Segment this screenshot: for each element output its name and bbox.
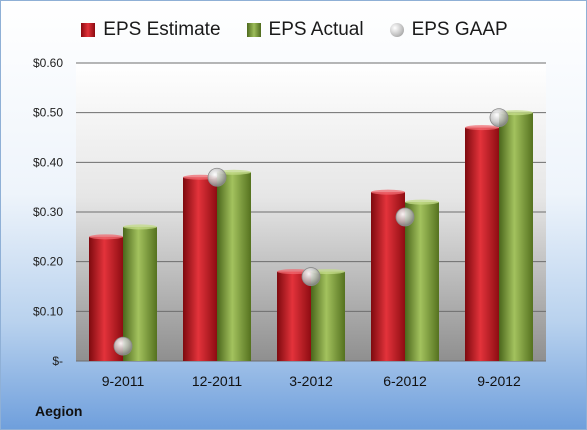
bar-eps-actual-cap bbox=[405, 199, 439, 205]
bar-eps-actual bbox=[499, 112, 533, 362]
y-tick-label: $- bbox=[52, 354, 63, 368]
legend: EPS Estimate EPS Actual EPS GAAP bbox=[1, 15, 586, 45]
y-tick-label: $0.30 bbox=[33, 205, 63, 219]
marker-eps-gaap bbox=[207, 167, 227, 187]
y-tick-label: $0.60 bbox=[33, 56, 63, 70]
bar-eps-estimate-cap bbox=[89, 234, 123, 240]
bar-eps-estimate-cap bbox=[465, 125, 499, 131]
x-category-label: 6-2012 bbox=[383, 373, 427, 389]
x-category-label: 12-2011 bbox=[192, 373, 243, 389]
legend-item-gaap: EPS GAAP bbox=[389, 19, 508, 41]
bar-eps-actual bbox=[217, 172, 251, 361]
legend-item-actual: EPS Actual bbox=[246, 19, 364, 41]
legend-swatch-actual bbox=[246, 23, 261, 37]
x-axis-labels: 9-2011 12-2011 3-2012 6-2012 9-2012 bbox=[102, 373, 521, 389]
marker-eps-gaap bbox=[489, 108, 509, 128]
bar-eps-actual bbox=[405, 202, 439, 361]
y-tick-label: $0.50 bbox=[33, 106, 63, 120]
y-tick-label: $0.10 bbox=[33, 304, 63, 318]
bar-eps-actual bbox=[311, 271, 345, 361]
gaap-markers bbox=[113, 108, 509, 356]
y-axis-ticks: $- $0.10 $0.20 $0.30 $0.40 $0.50 $0.60 bbox=[33, 56, 63, 368]
bar-eps-estimate-cap bbox=[371, 189, 405, 195]
x-category-label: 3-2012 bbox=[289, 373, 333, 389]
bar-eps-actual-cap bbox=[123, 224, 157, 230]
legend-label-estimate: EPS Estimate bbox=[103, 19, 221, 40]
x-category-label: 9-2011 bbox=[102, 373, 145, 389]
company-name: Aegion bbox=[35, 403, 83, 419]
marker-eps-gaap bbox=[301, 267, 321, 286]
y-tick-label: $0.20 bbox=[33, 255, 63, 269]
marker-eps-gaap bbox=[395, 207, 415, 227]
legend-label-gaap: EPS GAAP bbox=[411, 19, 508, 40]
bar-eps-estimate bbox=[183, 177, 217, 361]
legend-swatch-estimate bbox=[81, 23, 96, 37]
bar-eps-estimate bbox=[465, 127, 499, 361]
marker-eps-gaap bbox=[113, 336, 133, 356]
bar-eps-estimate bbox=[277, 271, 311, 361]
y-tick-label: $0.40 bbox=[33, 155, 63, 169]
legend-item-estimate: EPS Estimate bbox=[81, 19, 221, 41]
x-category-label: 9-2012 bbox=[477, 373, 521, 389]
legend-swatch-gaap bbox=[389, 23, 404, 37]
legend-label-actual: EPS Actual bbox=[268, 19, 364, 40]
